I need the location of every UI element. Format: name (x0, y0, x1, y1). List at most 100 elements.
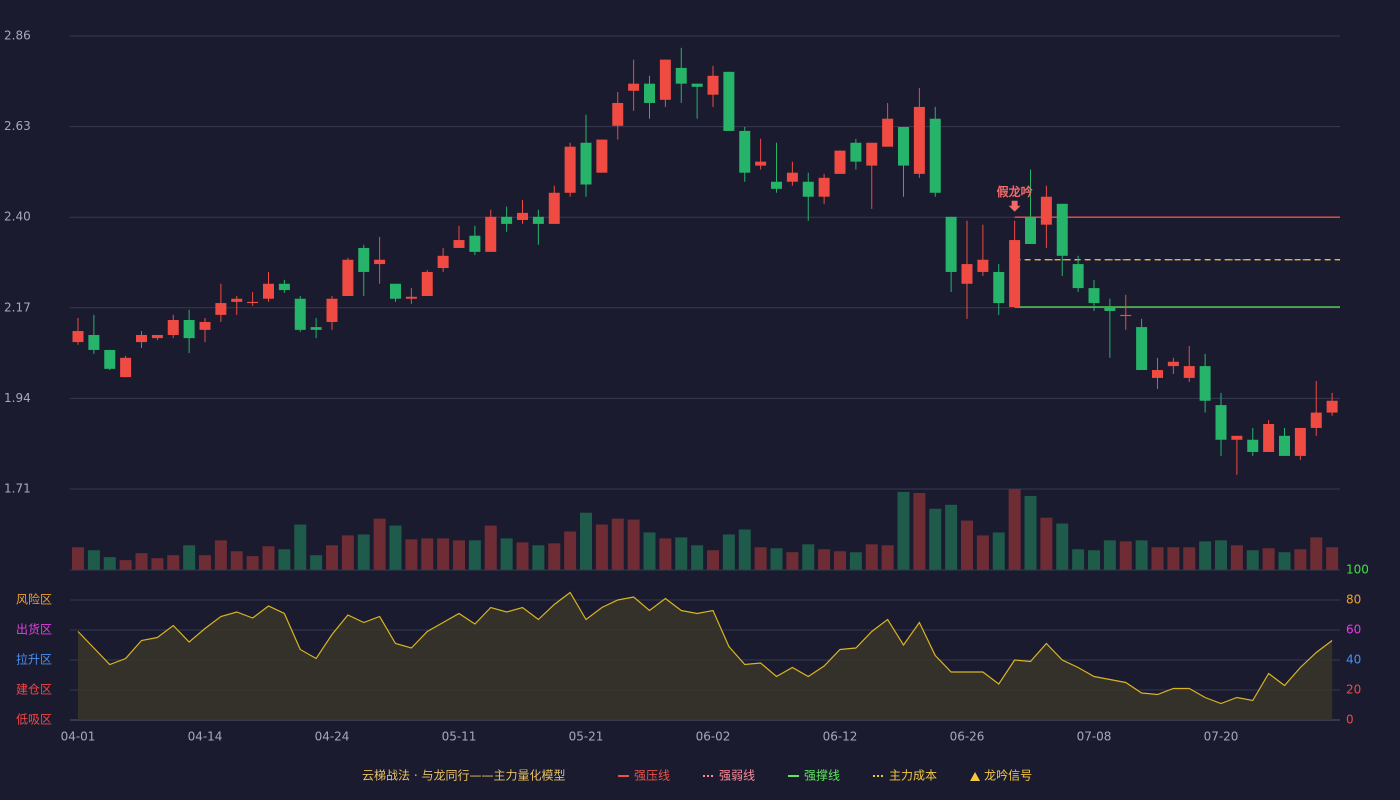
candle-body (723, 71, 735, 131)
volume-bar (532, 545, 545, 570)
volume-bar (786, 552, 799, 570)
volume-bar (1024, 495, 1037, 570)
candle-body (72, 331, 84, 343)
volume-bar (691, 545, 704, 570)
legend-label: 强压线 (634, 769, 670, 783)
candle-body (961, 264, 973, 284)
candle-body (326, 298, 338, 322)
candle-body (151, 334, 163, 339)
volume-bar (992, 532, 1005, 570)
candle-body (1279, 435, 1290, 456)
volume-bar (357, 534, 370, 570)
volume-bar (278, 549, 291, 570)
volume-bar (468, 540, 481, 570)
y-tick-label: 1.94 (4, 391, 31, 405)
candle-body (818, 177, 830, 197)
candle-body (802, 181, 814, 197)
volume-bar (1294, 549, 1307, 570)
volume-bar (1103, 540, 1116, 570)
volume-bar (913, 492, 926, 570)
volume-bar (421, 538, 434, 570)
legend-label: 龙吟信号 (984, 768, 1032, 783)
volume-bar (500, 538, 513, 570)
y2-tick-label: 60 (1346, 623, 1361, 637)
candle-body (421, 271, 433, 296)
volume-bar (849, 552, 862, 570)
zone-label: 低吸区 (16, 713, 52, 727)
annotation: 假龙吟 (997, 184, 1033, 199)
volume-bar (564, 531, 577, 570)
candle-body (1009, 240, 1021, 308)
candle-body (120, 357, 132, 378)
candle-body (183, 320, 195, 339)
volume-bar (738, 529, 751, 570)
volume-bar (722, 534, 735, 570)
candle-body (707, 75, 719, 95)
candle-body (1263, 424, 1275, 452)
volume-bar (119, 560, 132, 570)
candle-body (1072, 264, 1084, 289)
volume-bar (627, 519, 640, 570)
volume-bar (754, 547, 767, 570)
candle-body (834, 150, 846, 174)
volume-bar (373, 518, 386, 570)
volume-bar (1135, 540, 1148, 570)
x-tick-label: 06-26 (950, 730, 985, 744)
legend-swatch (970, 772, 981, 781)
x-tick-label: 07-08 (1077, 730, 1112, 744)
candle-body (596, 139, 608, 173)
volume-bar (1215, 540, 1227, 570)
candle-body (1183, 366, 1195, 378)
candle-body (1040, 196, 1052, 225)
zone-label: 建仓区 (16, 683, 52, 697)
volume-bar (1310, 537, 1323, 570)
candle-body (739, 130, 751, 173)
volume-bar (453, 540, 465, 570)
volume-bar (1326, 547, 1339, 570)
candle-body (1104, 307, 1116, 311)
y2-tick-label: 20 (1346, 683, 1361, 697)
candle-body (1120, 314, 1132, 317)
volume-bar (1246, 550, 1259, 570)
volume-bar (961, 520, 973, 570)
volume-bar (1119, 541, 1132, 570)
volume-bar (945, 504, 958, 570)
candle-body (1294, 427, 1306, 456)
indicator-line (77, 591, 1333, 705)
volume-bar (167, 555, 180, 570)
candle-body (437, 255, 449, 269)
volume-bar (151, 558, 164, 570)
y-tick-label: 1.71 (4, 482, 31, 496)
volume-bar (326, 545, 338, 570)
candle-body (263, 283, 274, 299)
volume-bar (802, 544, 815, 570)
volume-bar (294, 524, 307, 570)
volume-bar (865, 544, 878, 570)
candle-body (1247, 439, 1259, 452)
candle-body (612, 102, 624, 126)
candle-body (231, 298, 243, 302)
candle-body (1152, 370, 1163, 378)
candle-body (913, 106, 925, 174)
candle-body (786, 172, 798, 182)
volume-bar (818, 549, 831, 570)
candle-body (1199, 366, 1211, 401)
x-tick-label: 05-11 (442, 730, 477, 744)
legend-label: 强弱线 (719, 769, 755, 783)
volume-bar (1040, 517, 1053, 570)
candle-body (898, 126, 909, 166)
volume-bar (405, 539, 418, 570)
volume-bar (262, 546, 275, 570)
candle-body (628, 83, 640, 91)
x-tick-label: 04-24 (315, 730, 350, 744)
volume-bar (1199, 541, 1212, 570)
candle-body (1056, 203, 1068, 256)
volume-bar (929, 508, 942, 570)
candle-body (215, 303, 227, 315)
candle-body (1231, 435, 1243, 440)
volume-bar (437, 538, 450, 570)
candle-body (1136, 327, 1148, 371)
volume-bar (135, 553, 148, 570)
candle-body (580, 142, 592, 185)
